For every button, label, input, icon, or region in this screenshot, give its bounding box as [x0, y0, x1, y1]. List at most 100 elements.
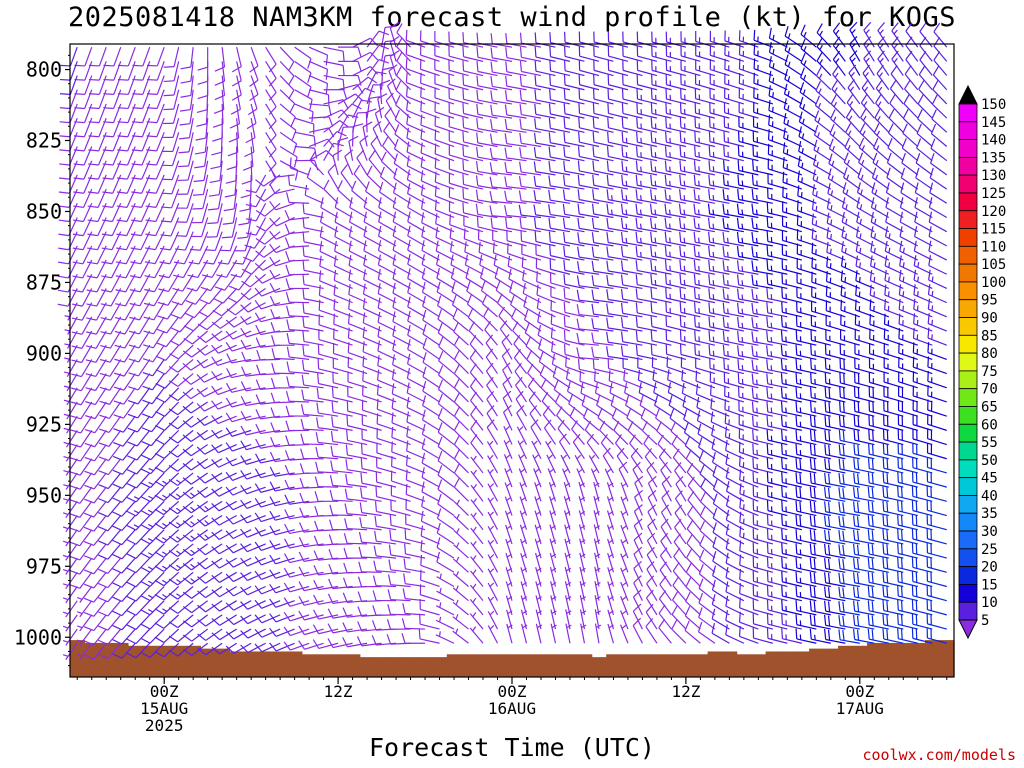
wind-barb	[349, 211, 368, 233]
barb-feather	[664, 259, 667, 271]
wind-barb	[781, 230, 802, 247]
barb-feather	[180, 66, 191, 70]
barb-shaft	[695, 227, 715, 233]
barb-feather	[339, 119, 349, 128]
barb-feather	[421, 226, 425, 237]
barb-shaft	[203, 358, 223, 369]
wind-barb	[722, 189, 744, 204]
wind-barb	[533, 161, 556, 176]
barb-shaft	[506, 214, 527, 219]
wind-barb	[59, 61, 78, 81]
wind-barb	[550, 286, 571, 304]
wind-barb	[475, 203, 498, 219]
wind-barb	[563, 287, 585, 304]
barb-shaft	[857, 176, 875, 190]
barb-feather	[319, 226, 323, 237]
barb-shaft	[783, 108, 803, 119]
wind-barb	[928, 226, 948, 247]
barb-shaft	[622, 241, 643, 247]
wind-barb	[131, 174, 151, 194]
wind-barb	[576, 318, 600, 332]
wind-barb	[351, 123, 364, 147]
barb-feather	[286, 305, 290, 317]
barb-feather	[708, 259, 711, 271]
wind-barb	[800, 52, 817, 77]
wind-barb	[438, 350, 455, 375]
wind-barb	[783, 127, 803, 148]
barb-feather	[562, 203, 566, 215]
barb-shaft	[709, 354, 730, 360]
barb-feather	[116, 191, 128, 194]
barb-shaft	[637, 213, 658, 219]
barb-feather	[434, 199, 437, 211]
barb-shaft	[680, 155, 701, 162]
wind-barb	[782, 186, 803, 204]
barb-feather	[621, 189, 624, 200]
barb-shaft	[536, 254, 556, 261]
barb-feather	[522, 282, 526, 294]
barb-feather	[707, 231, 711, 243]
barb-shaft	[608, 298, 629, 304]
barb-shaft	[265, 89, 277, 108]
barb-shaft	[141, 160, 151, 180]
barb-shaft	[884, 338, 904, 346]
wind-barb	[830, 94, 846, 119]
barb-half-feather	[834, 87, 838, 93]
barb-feather	[848, 64, 857, 74]
barb-feather	[650, 330, 653, 341]
barb-shaft	[182, 273, 194, 292]
barb-shaft	[126, 188, 136, 208]
wind-barb	[144, 245, 165, 265]
wind-barb	[636, 31, 658, 48]
wind-barb	[448, 102, 469, 119]
barb-feather	[505, 61, 508, 72]
barb-shaft	[347, 366, 368, 375]
wind-barb	[869, 343, 889, 360]
barb-shaft	[622, 84, 643, 91]
wind-barb	[607, 45, 629, 62]
barb-half-feather	[698, 195, 700, 201]
wind-barb	[347, 371, 368, 389]
barb-shaft	[185, 217, 194, 237]
barb-shaft	[724, 112, 745, 119]
barb-feather	[130, 275, 141, 279]
barb-feather	[377, 93, 388, 100]
barb-feather	[211, 344, 219, 354]
barb-shaft	[394, 148, 411, 162]
wind-barb	[388, 64, 398, 90]
wind-barb	[377, 268, 397, 289]
barb-shaft	[110, 302, 122, 321]
wind-barb	[795, 358, 817, 375]
barb-feather	[914, 211, 918, 223]
barb-shaft	[217, 188, 223, 209]
barb-feather	[254, 300, 262, 310]
wind-barb	[462, 74, 484, 91]
wind-barb	[462, 145, 484, 162]
barb-shaft	[680, 98, 701, 105]
barb-shaft	[233, 316, 252, 328]
barb-shaft	[564, 98, 585, 105]
barb-feather	[72, 233, 84, 237]
barb-feather	[751, 302, 754, 314]
barb-shaft	[651, 255, 672, 261]
barb-shaft	[521, 114, 542, 119]
barb-shaft	[246, 316, 266, 326]
wind-barb	[650, 117, 672, 133]
wind-barb	[396, 51, 411, 76]
barb-shaft	[526, 359, 542, 375]
barb-feather	[323, 179, 330, 190]
barb-feather	[533, 132, 537, 144]
wind-barb	[302, 302, 324, 318]
barb-feather	[855, 226, 859, 237]
barb-feather	[737, 145, 740, 157]
barb-feather	[518, 190, 522, 201]
wind-barb	[591, 346, 614, 360]
barb-shaft	[666, 84, 687, 91]
barb-shaft	[238, 273, 252, 291]
wind-barb	[724, 58, 745, 77]
barb-shaft	[203, 387, 223, 398]
barb-shaft	[463, 84, 484, 91]
barb-shaft	[709, 241, 730, 247]
barb-feather	[496, 293, 503, 304]
barb-shaft	[928, 293, 947, 304]
